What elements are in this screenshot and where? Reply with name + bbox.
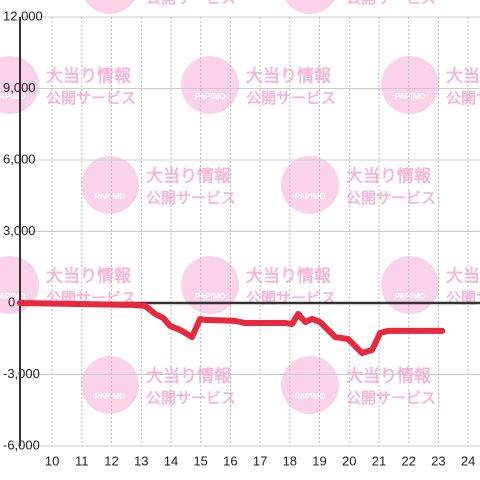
x-tick-label: 11 — [75, 453, 89, 468]
watermark-logo: PAPIMO — [195, 292, 226, 301]
y-tick-label: 0 — [8, 294, 15, 309]
watermark-logo: PAPIMO — [395, 92, 426, 101]
y-tick-label: -3,000 — [3, 366, 40, 381]
x-tick-label: 16 — [223, 453, 237, 468]
watermark-circle — [181, 256, 239, 314]
watermark-circle — [285, 0, 335, 14]
watermark-layer: PAPIMO大当り情報公開サービスPAPIMO大当り情報公開サービスPAPIMO… — [0, 0, 480, 414]
watermark-logo: PAPIMO — [0, 292, 25, 301]
watermark-logo: PAPIMO — [295, 392, 326, 401]
x-tick-label: 22 — [401, 453, 415, 468]
watermark-logo: PAPIMO — [95, 192, 126, 201]
watermark-circle — [281, 156, 339, 214]
watermark-circle — [381, 56, 439, 114]
watermark-line1: 大当り情報 — [146, 165, 232, 185]
grid-layer: 10 11 12 13 14 15 16 17 18 19 20 21 22 23 24 -6,000 -3,0… — [3, 8, 480, 468]
watermark-line2: 公開サービス — [446, 290, 480, 307]
watermark-line1: 大当り情報 — [346, 165, 432, 185]
watermark-logo: PAPIMO — [95, 0, 126, 1]
watermark-circle — [281, 356, 339, 414]
watermark-circle — [81, 156, 139, 214]
watermark-line1: 大当り情報 — [246, 65, 332, 85]
data-line — [17, 300, 446, 357]
watermark-logo: PAPIMO — [295, 0, 326, 1]
x-tick-label: 24 — [461, 453, 475, 468]
watermark-line2: 公開サービス — [146, 390, 236, 407]
watermark-line1: 大当り情報 — [246, 265, 332, 285]
x-tick-label: 14 — [164, 453, 178, 468]
watermark-logo: PAPIMO — [0, 92, 25, 101]
x-tick-label: 17 — [253, 453, 267, 468]
watermark-circle — [81, 356, 139, 414]
watermark-line2: 公開サービス — [146, 0, 236, 7]
watermark-circle — [85, 0, 135, 14]
watermark-logo: PAPIMO — [395, 292, 426, 301]
watermark-line1: 大当り情報 — [146, 365, 232, 385]
watermark-circle — [381, 256, 439, 314]
watermark-line2: 公開サービス — [46, 90, 136, 107]
watermark-line1: 大当り情報 — [46, 65, 132, 85]
watermark-logo: PAPIMO — [295, 192, 326, 201]
x-tick-label: 18 — [283, 453, 297, 468]
x-tick-label: 13 — [134, 453, 148, 468]
x-tick-label: 12 — [104, 453, 118, 468]
watermark-line2: 公開サービス — [246, 290, 336, 307]
plot-layer — [17, 300, 446, 357]
watermark-line2: 公開サービス — [146, 190, 236, 207]
x-tick-label: 10 — [45, 453, 59, 468]
watermark-circle — [181, 56, 239, 114]
watermark-line1: 大当り情報 — [346, 365, 432, 385]
watermark-line2: 公開サービス — [346, 0, 436, 7]
x-tick-label: 21 — [372, 453, 386, 468]
watermark-line2: 公開サービス — [346, 390, 436, 407]
y-tick-label: 12,000 — [3, 8, 43, 23]
watermark-line2: 公開サービス — [446, 90, 480, 107]
x-tick-label: 15 — [193, 453, 207, 468]
x-tick-label: 23 — [431, 453, 445, 468]
x-tick-label: 19 — [312, 453, 326, 468]
watermark-line1: 大当り情報 — [446, 65, 480, 85]
x-tick-label: 20 — [342, 453, 356, 468]
watermark-line1: 大当り情報 — [46, 265, 132, 285]
watermark-line2: 公開サービス — [346, 190, 436, 207]
watermark-logo: PAPIMO — [195, 92, 226, 101]
y-tick-label: -6,000 — [3, 437, 40, 452]
watermark-line1: 大当り情報 — [446, 265, 480, 285]
watermark-line2: 公開サービス — [246, 90, 336, 107]
watermark-logo: PAPIMO — [95, 392, 126, 401]
